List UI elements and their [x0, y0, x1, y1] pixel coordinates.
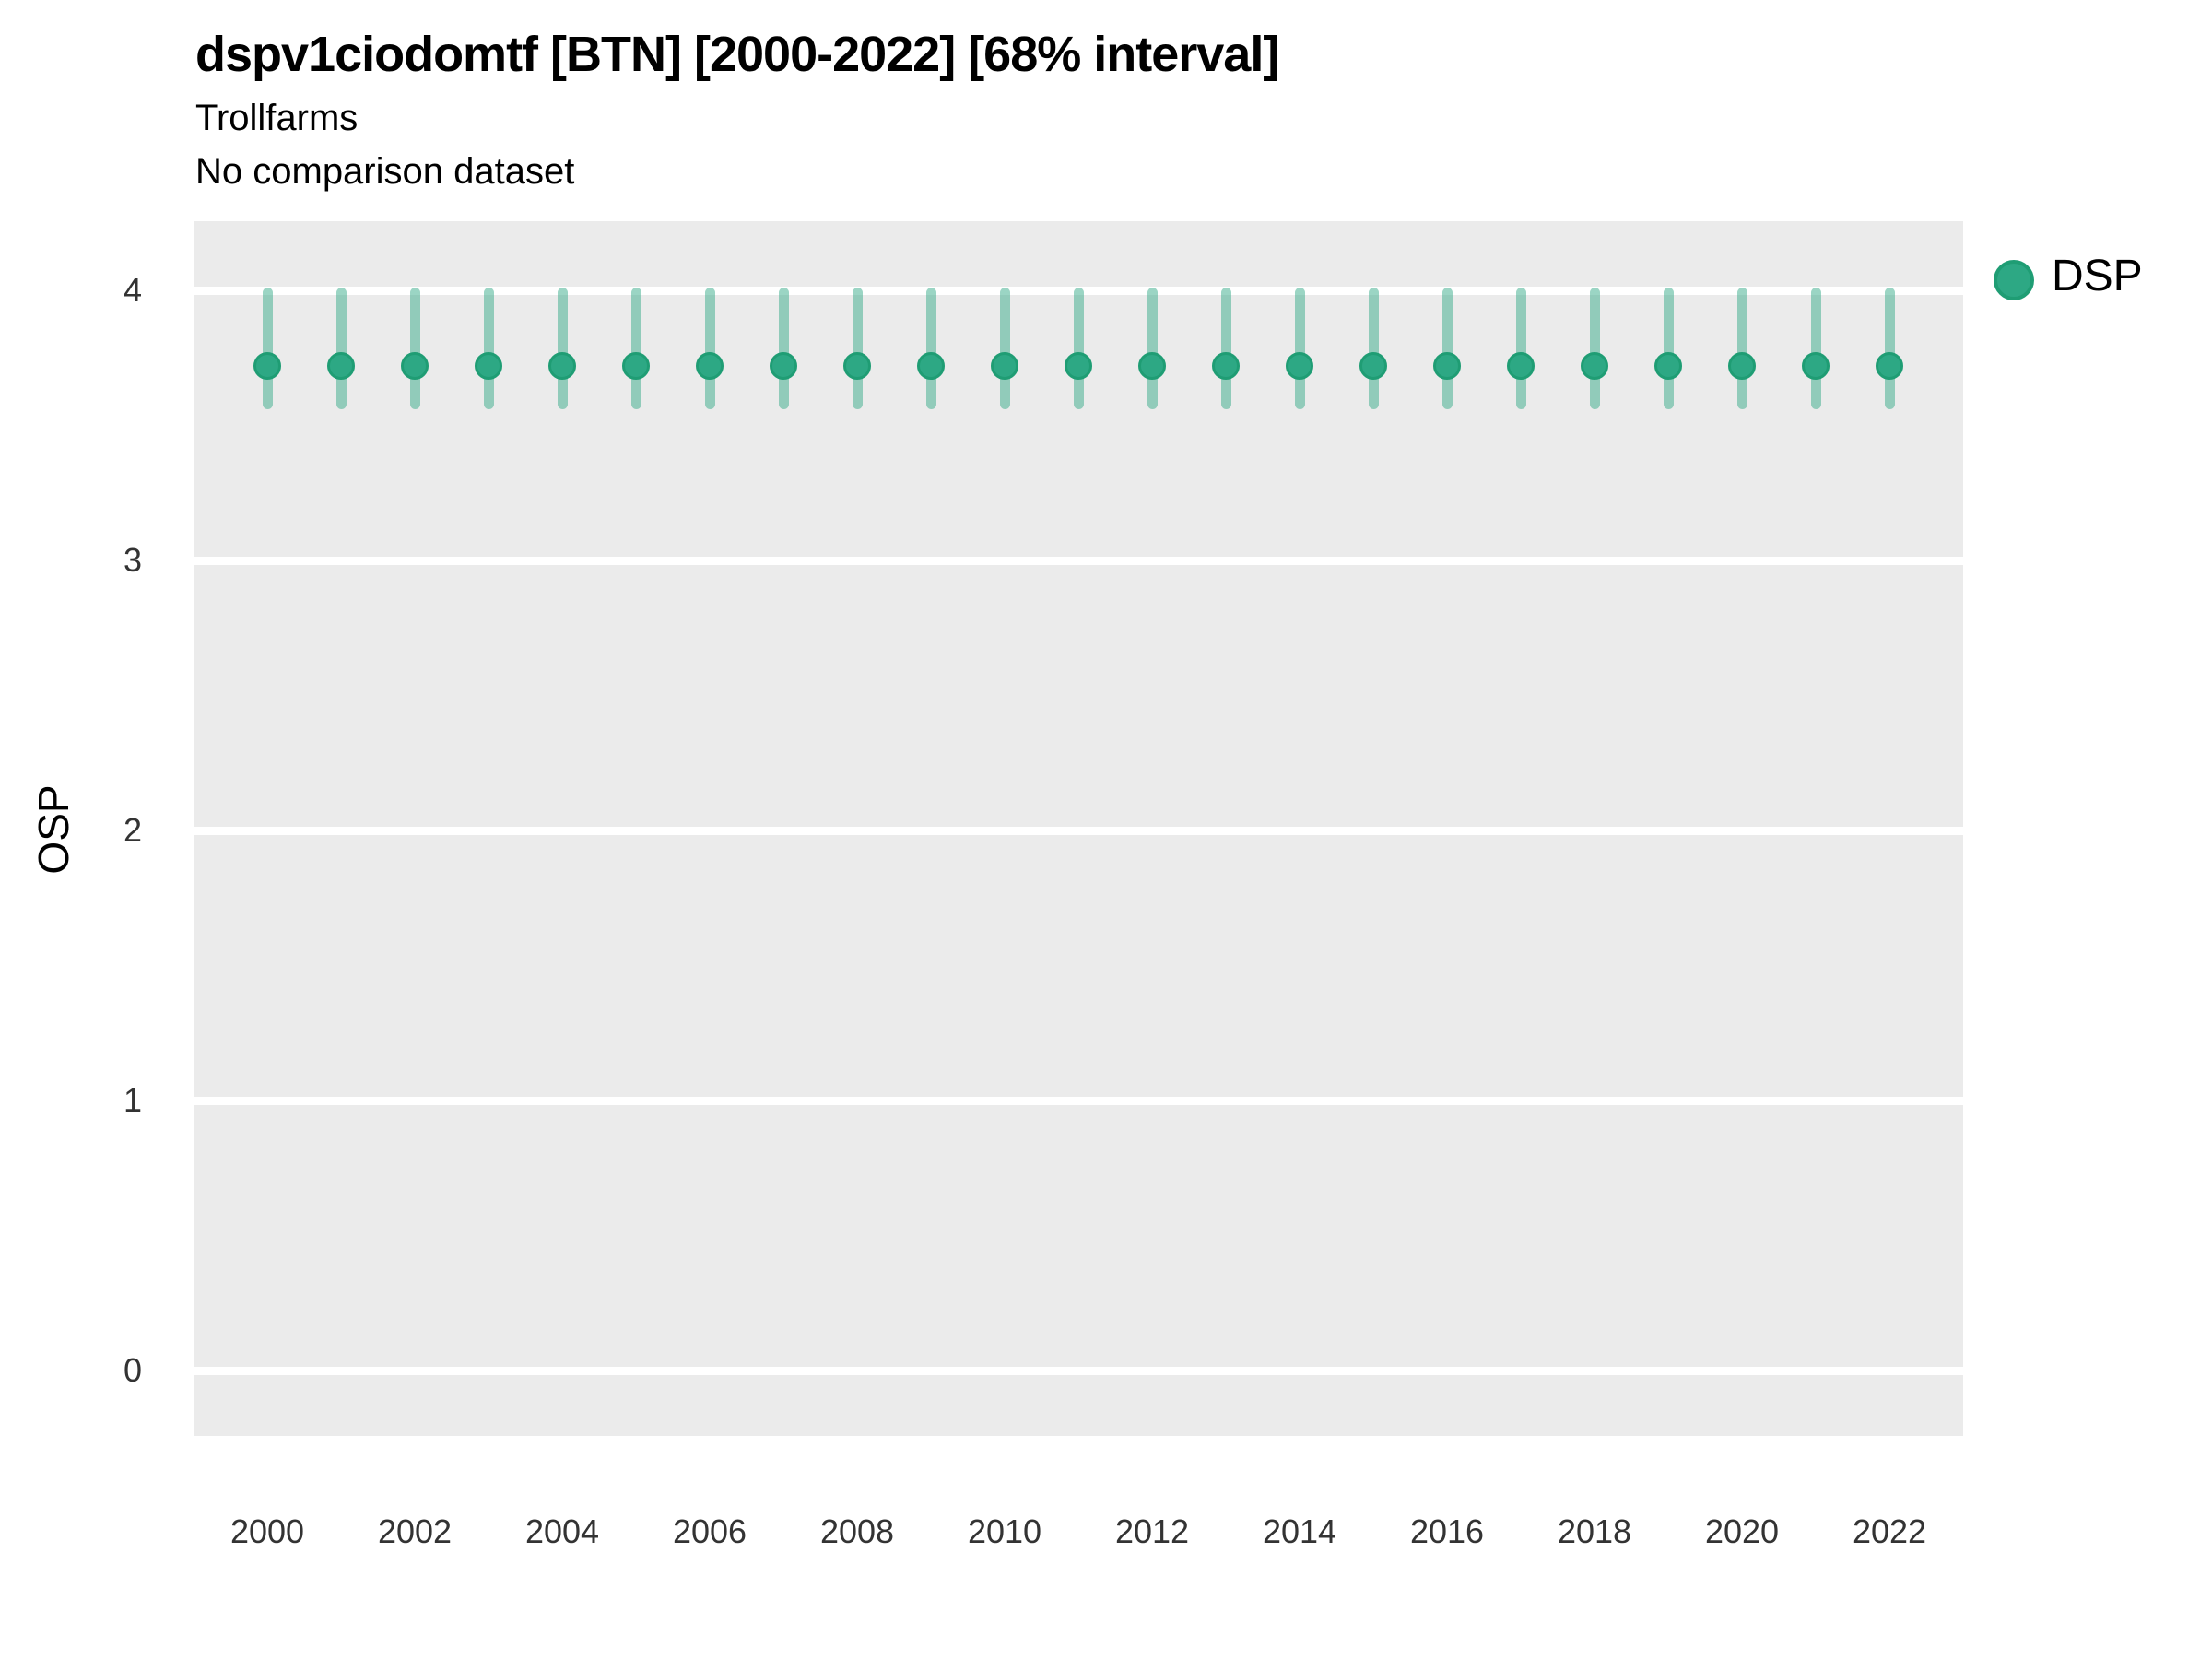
interval-bar	[1147, 288, 1158, 409]
x-tick-label: 2020	[1704, 1512, 1780, 1550]
interval-bar	[1736, 288, 1747, 409]
legend: DSP	[1991, 247, 2203, 306]
data-point	[1581, 352, 1608, 381]
interval-bar	[262, 288, 273, 409]
data-point	[1286, 352, 1313, 381]
x-tick-label: 2016	[1409, 1512, 1485, 1550]
interval-bar	[1810, 288, 1821, 409]
interval-bar	[483, 288, 494, 409]
interval-bar	[335, 288, 347, 409]
data-point	[475, 352, 502, 381]
comparison-note: No comparison dataset	[195, 151, 575, 192]
interval-bar	[409, 288, 420, 409]
x-tick-label: 2002	[377, 1512, 453, 1550]
data-point	[1728, 352, 1756, 381]
interval-bar	[999, 288, 1010, 409]
x-tick-label: 2000	[229, 1512, 305, 1550]
legend-point-icon	[1994, 260, 2034, 300]
data-point	[1359, 352, 1387, 381]
interval-bar	[1294, 288, 1305, 409]
interval-bar	[925, 288, 936, 409]
interval-bar	[1589, 288, 1600, 409]
data-point	[253, 352, 281, 381]
x-tick-label: 2010	[967, 1512, 1042, 1550]
data-point	[991, 352, 1018, 381]
interval-bar	[1663, 288, 1674, 409]
page-title: dspv1ciodomtf [BTN] [2000-2022] [68% int…	[195, 27, 1279, 82]
x-tick-label: 2022	[1852, 1512, 1927, 1550]
interval-bar	[630, 288, 641, 409]
data-point	[548, 352, 576, 381]
gridline	[194, 826, 1963, 835]
interval-bar	[1220, 288, 1231, 409]
legend-label: DSP	[2052, 252, 2143, 300]
data-point	[401, 352, 429, 381]
x-tick-label: 2008	[819, 1512, 895, 1550]
data-point	[843, 352, 871, 381]
x-tick-label: 2018	[1557, 1512, 1632, 1550]
y-tick-label: 0	[123, 1351, 142, 1389]
data-point	[696, 352, 724, 381]
data-point	[1433, 352, 1461, 381]
data-point	[327, 352, 355, 381]
data-point	[1654, 352, 1682, 381]
x-tick-label: 2006	[672, 1512, 747, 1550]
y-tick-label: 1	[123, 1081, 142, 1119]
interval-bar	[1073, 288, 1084, 409]
plot-panel	[194, 221, 1963, 1436]
interval-bar	[1441, 288, 1453, 409]
data-point	[770, 352, 797, 381]
interval-bar	[1368, 288, 1379, 409]
data-point	[1802, 352, 1830, 381]
y-tick-label: 2	[123, 811, 142, 849]
y-tick-label: 4	[123, 271, 142, 309]
interval-bar	[778, 288, 789, 409]
data-point	[1212, 352, 1240, 381]
data-point	[1507, 352, 1535, 381]
data-point	[622, 352, 650, 381]
data-point	[1138, 352, 1166, 381]
data-point	[1065, 352, 1092, 381]
gridline	[194, 1366, 1963, 1375]
chart-subtitle: Trollfarms	[195, 98, 359, 138]
gridline	[194, 1096, 1963, 1105]
gridline	[194, 556, 1963, 565]
x-tick-label: 2012	[1114, 1512, 1190, 1550]
interval-bar	[1515, 288, 1526, 409]
interval-bar	[704, 288, 715, 409]
data-point	[1876, 352, 1903, 381]
gridline	[194, 286, 1963, 295]
y-tick-label: 3	[123, 541, 142, 579]
x-tick-label: 2004	[524, 1512, 600, 1550]
interval-bar	[1884, 288, 1895, 409]
data-point	[917, 352, 945, 381]
interval-bar	[852, 288, 863, 409]
x-tick-label: 2014	[1262, 1512, 1337, 1550]
interval-bar	[557, 288, 568, 409]
